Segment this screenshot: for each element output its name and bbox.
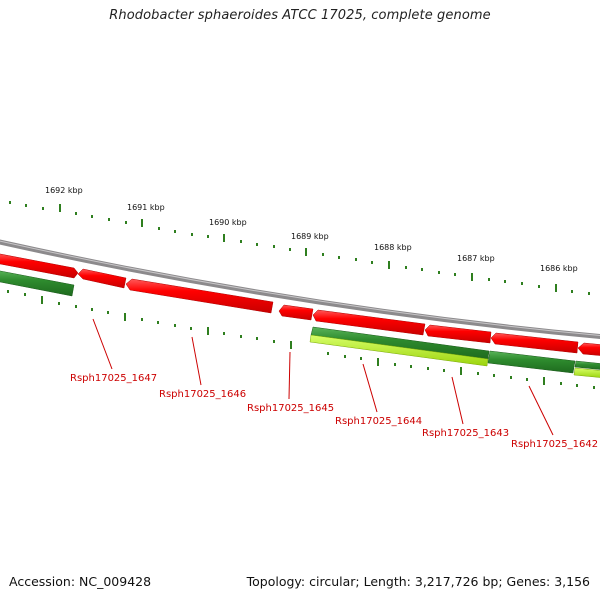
gene-label[interactable]: Rsph17025_1644 xyxy=(335,416,422,427)
forward-strand-track xyxy=(0,253,600,356)
leader-line xyxy=(528,385,554,436)
gene-feature-reverse-alt[interactable] xyxy=(573,367,600,378)
gene-feature-reverse[interactable] xyxy=(0,270,75,297)
genome-backbone-highlight xyxy=(0,240,600,337)
gene-feature-forward[interactable] xyxy=(125,278,274,314)
gene-feature-forward[interactable] xyxy=(0,253,79,279)
ruler-labels: 1692 kbp 1691 kbp 1690 kbp 1689 kbp 1688… xyxy=(45,186,578,273)
gene-label[interactable]: Rsph17025_1645 xyxy=(247,403,334,414)
leader-line xyxy=(92,318,113,370)
kbp-label: 1689 kbp xyxy=(291,232,329,241)
gene-feature-forward[interactable] xyxy=(490,332,579,354)
gene-feature-forward[interactable] xyxy=(77,268,127,289)
map-title: Rhodobacter sphaeroides ATCC 17025, comp… xyxy=(109,8,491,23)
gene-label[interactable]: Rsph17025_1643 xyxy=(422,428,509,439)
ruler-lower xyxy=(7,290,595,389)
gene-feature-forward[interactable] xyxy=(312,309,426,336)
kbp-label: 1691 kbp xyxy=(127,203,165,212)
gene-label[interactable]: Rsph17025_1642 xyxy=(511,439,598,450)
gene-label-leaders xyxy=(92,318,554,436)
kbp-label: 1686 kbp xyxy=(540,264,578,273)
gene-feature-forward[interactable] xyxy=(424,324,492,344)
kbp-label: 1687 kbp xyxy=(457,254,495,263)
leader-line xyxy=(451,376,464,425)
accession-text: Accession: NC_009428 xyxy=(9,574,152,589)
leader-line xyxy=(288,351,291,400)
gene-feature-reverse-alt[interactable] xyxy=(309,334,489,367)
kbp-label: 1690 kbp xyxy=(209,218,247,227)
reverse-strand-track xyxy=(0,270,600,378)
gene-label[interactable]: Rsph17025_1647 xyxy=(70,373,157,384)
genome-backbone xyxy=(0,239,600,340)
kbp-label: 1688 kbp xyxy=(374,243,412,252)
gene-feature-reverse[interactable] xyxy=(574,360,600,370)
gene-feature-forward[interactable] xyxy=(278,304,314,321)
leader-line xyxy=(191,336,202,386)
genome-summary-text: Topology: circular; Length: 3,217,726 bp… xyxy=(246,574,590,589)
gene-labels: Rsph17025_1647 Rsph17025_1646 Rsph17025_… xyxy=(70,373,598,450)
gene-feature-forward[interactable] xyxy=(577,342,600,356)
leader-line xyxy=(362,363,378,413)
gene-feature-reverse[interactable] xyxy=(487,350,576,374)
gene-label[interactable]: Rsph17025_1646 xyxy=(159,389,246,400)
kbp-label: 1692 kbp xyxy=(45,186,83,195)
ruler-upper xyxy=(9,201,590,295)
